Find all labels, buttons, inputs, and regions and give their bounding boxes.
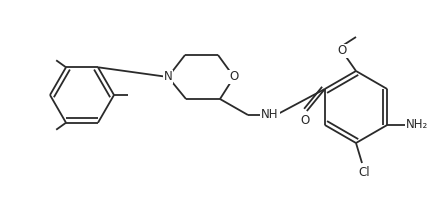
Text: O: O bbox=[229, 71, 239, 83]
Text: NH₂: NH₂ bbox=[406, 118, 428, 131]
Text: N: N bbox=[164, 71, 172, 83]
Text: N: N bbox=[164, 71, 172, 83]
Text: O: O bbox=[337, 44, 347, 58]
Text: Cl: Cl bbox=[358, 166, 370, 178]
Text: NH: NH bbox=[261, 108, 279, 122]
Text: O: O bbox=[300, 113, 310, 127]
